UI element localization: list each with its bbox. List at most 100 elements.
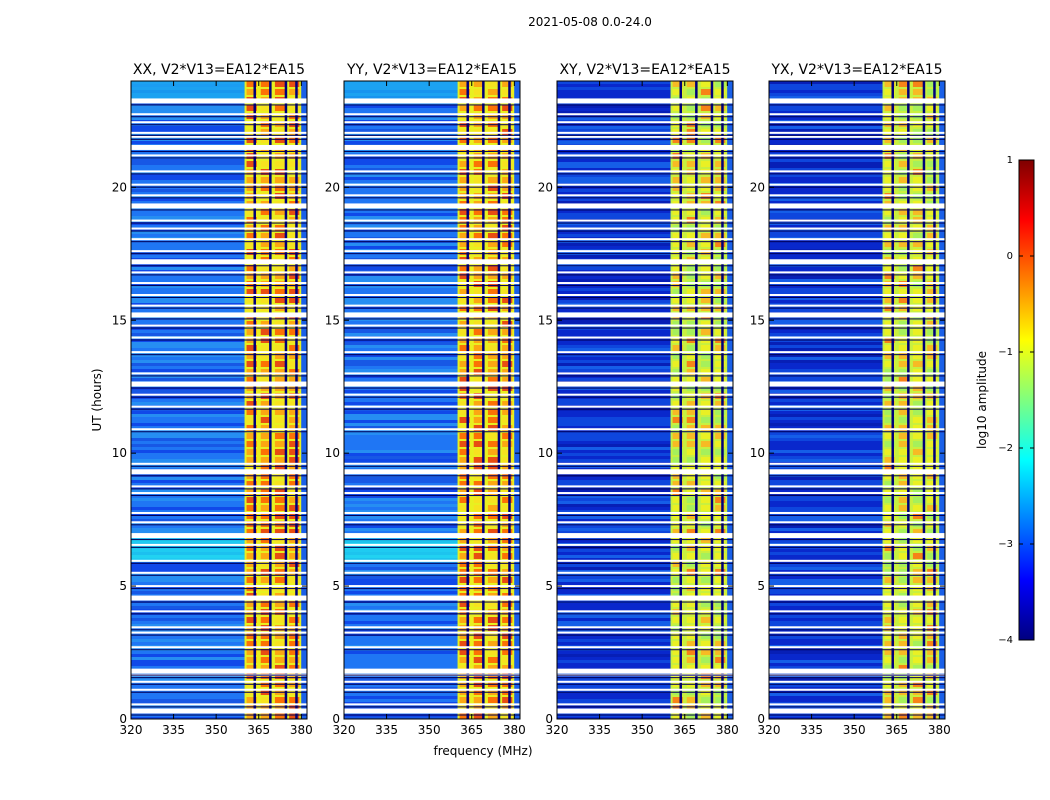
band-cell: [686, 369, 697, 375]
noise-row: [131, 366, 245, 369]
band-cell: [473, 401, 484, 407]
band-cell: [927, 353, 938, 359]
band-cell: [927, 209, 938, 215]
band-cell: [289, 553, 300, 559]
band-cell: [700, 369, 712, 375]
band-cell: [260, 697, 271, 703]
noise-row: [557, 630, 671, 633]
dark-time-line: [769, 296, 945, 298]
dark-time-line: [131, 431, 307, 433]
band-cell: [274, 513, 286, 519]
noise-row: [557, 399, 671, 402]
dark-time-line: [769, 431, 945, 433]
flagged-time-line: [557, 227, 733, 230]
noise-row: [769, 318, 883, 321]
band-cell: [473, 289, 484, 295]
band-cell: [700, 617, 712, 623]
noise-row: [557, 522, 671, 525]
band-cell: [274, 505, 286, 511]
band-cell: [487, 377, 499, 383]
band-cell: [898, 705, 909, 711]
noise-row: [131, 369, 245, 372]
band-cell: [260, 297, 271, 303]
noise-row: [344, 603, 458, 606]
y-tick-label: 20: [538, 180, 553, 194]
noise-row: [131, 165, 245, 168]
band-cell: [260, 401, 271, 407]
noise-row: [344, 207, 458, 210]
band-cell: [672, 585, 683, 591]
noise-row: [131, 654, 245, 657]
band-cell: [912, 449, 924, 455]
noise-row: [131, 198, 245, 201]
flagged-time-line: [131, 282, 307, 285]
band-cell: [459, 457, 470, 463]
band-cell: [700, 649, 712, 655]
y-tick-label: 0: [545, 712, 553, 726]
dark-time-line: [557, 396, 733, 398]
band-cell: [672, 369, 683, 375]
band-cell: [274, 113, 286, 119]
dark-time-line: [769, 601, 945, 603]
band-cell: [927, 561, 938, 567]
band-cell: [246, 105, 257, 111]
dark-time-line: [131, 613, 307, 615]
band-cell: [246, 137, 257, 143]
band-cell: [898, 617, 909, 623]
band-cell: [274, 433, 286, 439]
strong-band: [670, 81, 728, 719]
band-cell: [686, 705, 697, 711]
noise-row: [131, 288, 245, 291]
noise-row: [131, 450, 245, 453]
noise-row: [557, 507, 671, 510]
cyan-patch: [131, 538, 245, 563]
dark-time-line: [557, 488, 733, 490]
x-tick-label: 335: [375, 723, 398, 737]
band-cell: [912, 497, 924, 503]
band-cell: [912, 233, 924, 239]
band-cell: [700, 401, 712, 407]
noise-row: [557, 582, 671, 585]
noise-row: [557, 456, 671, 459]
noise-row: [557, 483, 671, 486]
flagged-time-line: [557, 293, 733, 296]
dark-time-line: [344, 186, 520, 188]
band-cell: [672, 641, 683, 647]
flagged-time-line: [344, 680, 520, 683]
band-cell: [289, 137, 300, 143]
noise-row: [131, 411, 245, 414]
noise-row: [769, 402, 883, 405]
noise-row: [344, 717, 458, 719]
band-cell: [246, 209, 257, 215]
band-cell: [246, 561, 257, 567]
band-cell: [715, 113, 726, 119]
band-cell: [715, 529, 726, 535]
band-cell: [502, 321, 513, 327]
band-cell: [289, 633, 300, 639]
band-cell: [672, 137, 683, 143]
noise-row: [557, 171, 671, 174]
dark-time-line: [131, 209, 307, 211]
noise-row: [344, 627, 458, 630]
colorbar-tick-label: 1: [1007, 155, 1013, 166]
noise-row: [557, 636, 671, 639]
noise-row: [557, 552, 671, 555]
noise-row: [557, 411, 671, 414]
dark-time-line: [344, 354, 520, 356]
dark-time-line: [557, 222, 733, 224]
noise-row: [131, 576, 245, 579]
band-cell: [884, 657, 895, 663]
band-cell: [672, 617, 683, 623]
noise-row: [557, 300, 671, 303]
flagged-time-line: [557, 324, 733, 327]
band-cell: [502, 81, 513, 87]
dark-time-line: [769, 134, 945, 136]
noise-row: [344, 216, 458, 219]
noise-row: [769, 378, 883, 381]
noise-row: [769, 207, 883, 210]
band-cell: [473, 105, 484, 111]
band-cell: [246, 505, 257, 511]
dark-time-line: [344, 396, 520, 398]
band-cell: [700, 185, 712, 191]
